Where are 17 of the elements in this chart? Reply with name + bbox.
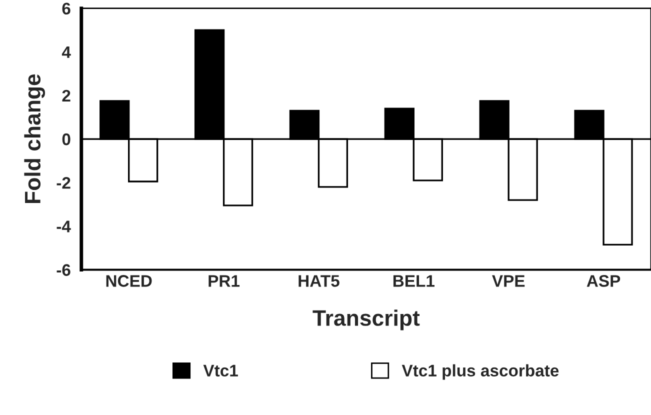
x-tick-label: HAT5: [298, 275, 340, 287]
x-tick-label: VPE: [492, 275, 525, 287]
legend-label: Vtc1 plus ascorbate: [402, 364, 559, 380]
x-tick-label: PR1: [208, 275, 240, 287]
y-tick-label: 6: [62, 2, 70, 15]
x-tick-label: NCED: [106, 275, 152, 287]
y-tick-label: 0: [62, 133, 70, 146]
y-tick-label: -2: [56, 177, 70, 189]
legend-label: Vtc1: [203, 364, 238, 377]
y-axis-title: Fold change: [24, 74, 46, 203]
y-tick-label: -6: [56, 264, 70, 276]
y-tick-label: -4: [56, 220, 71, 232]
y-tick-label: 4: [62, 46, 71, 58]
x-tick-label: BEL1: [393, 275, 434, 287]
x-tick-label: ASP: [586, 275, 620, 287]
y-tick-label: 2: [62, 90, 70, 102]
x-axis-title: Transcript: [312, 310, 420, 330]
